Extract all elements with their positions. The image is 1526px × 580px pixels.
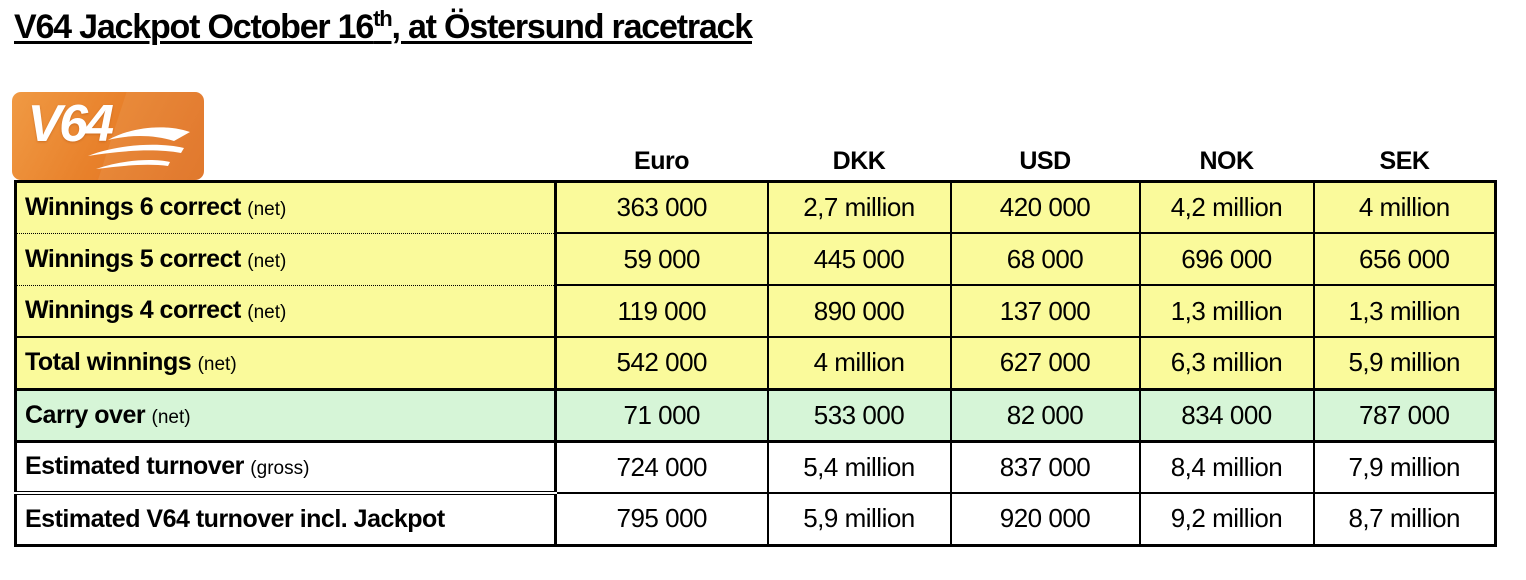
value-cell: 834 000 — [1138, 387, 1314, 441]
row-label-text: Winnings 5 correct — [25, 244, 241, 273]
value-cell: 5,9 million — [1312, 336, 1497, 389]
table-row: Winnings 4 correct (net) 119 000 890 000 13… — [14, 284, 1497, 337]
value-cell: 724 000 — [554, 439, 768, 493]
value-cell: 7,9 million — [1312, 439, 1497, 493]
row-label-note: (net) — [247, 302, 287, 324]
value-cell: 1,3 million — [1312, 284, 1497, 337]
page-title-superscript: th — [373, 6, 393, 31]
table-row: Winnings 5 correct (net) 59 000 445 000 68 … — [14, 232, 1497, 285]
row-label-note: (gross) — [250, 458, 310, 480]
value-cell: 82 000 — [949, 387, 1140, 441]
value-cell: 4,2 million — [1138, 181, 1314, 233]
jackpot-table-section: V64 Euro DKK USD NOK SEK Winnings 6 correct … — [11, 89, 1526, 547]
v64-logo: V64 — [11, 91, 204, 180]
value-cell: 68 000 — [949, 232, 1140, 285]
value-cell: 4 million — [1312, 181, 1497, 233]
value-cell: 9,2 million — [1138, 492, 1314, 547]
table-row: Total winnings (net) 542 000 4 million 627 … — [14, 336, 1497, 389]
row-label-text: Estimated turnover — [25, 452, 244, 481]
value-cell: 420 000 — [949, 181, 1140, 233]
value-cell: 5,9 million — [766, 492, 951, 547]
row-label: Winnings 6 correct (net) — [14, 181, 557, 233]
column-header-nok: NOK — [1139, 89, 1314, 183]
row-label: Estimated V64 turnover incl. Jackpot — [14, 491, 557, 547]
value-cell: 137 000 — [949, 284, 1140, 337]
row-label-text: Total winnings — [25, 348, 192, 377]
row-label-text: Carry over — [25, 400, 146, 429]
row-label-note: (net) — [247, 250, 287, 272]
logo-cell: V64 — [11, 89, 556, 183]
value-cell: 627 000 — [949, 336, 1140, 389]
value-cell: 787 000 — [1312, 387, 1497, 441]
value-cell: 119 000 — [554, 284, 768, 337]
table-row: Estimated turnover (gross) 724 000 5,4 mil… — [14, 439, 1497, 493]
row-label-note: (net) — [197, 354, 237, 376]
value-cell: 71 000 — [554, 387, 768, 441]
page-title-suffix: , at Östersund racetrack — [391, 8, 753, 46]
row-label-text: Winnings 6 correct — [25, 193, 241, 221]
row-label: Winnings 4 correct (net) — [14, 284, 557, 337]
row-label-text: Winnings 4 correct — [25, 296, 241, 325]
value-cell: 445 000 — [766, 232, 951, 285]
column-header-euro: Euro — [555, 89, 768, 183]
value-cell: 656 000 — [1312, 232, 1497, 285]
row-label-note: (net) — [151, 406, 191, 428]
row-label: Carry over (net) — [14, 387, 557, 441]
table-row: Winnings 6 correct (net) 363 000 2,7 milli… — [14, 181, 1497, 233]
value-cell: 542 000 — [554, 336, 768, 389]
value-cell: 890 000 — [766, 284, 951, 337]
page-title-prefix: V64 Jackpot October 16 — [14, 8, 374, 46]
value-cell: 8,7 million — [1312, 492, 1497, 547]
table-row: Estimated V64 turnover incl. Jackpot 795 … — [14, 491, 1497, 547]
value-cell: 696 000 — [1138, 232, 1314, 285]
value-cell: 2,7 million — [766, 181, 951, 233]
header-row: V64 Euro DKK USD NOK SEK — [11, 89, 1496, 183]
jackpot-table: V64 Euro DKK USD NOK SEK Winnings 6 correct … — [11, 89, 1497, 547]
horse-swoosh-icon — [87, 126, 190, 169]
value-cell: 5,4 million — [766, 439, 951, 493]
value-cell: 533 000 — [766, 387, 951, 441]
value-cell: 6,3 million — [1138, 336, 1314, 389]
table-row: Carry over (net) 71 000 533 000 82 000 834 0… — [14, 387, 1497, 441]
value-cell: 837 000 — [949, 439, 1140, 493]
page-title: V64 Jackpot October 16th, at Östersund r… — [14, 6, 1526, 47]
column-header-dkk: DKK — [767, 89, 951, 183]
value-cell: 795 000 — [554, 492, 768, 547]
row-label-text: Estimated V64 turnover incl. Jackpot — [25, 504, 445, 533]
row-label: Estimated turnover (gross) — [14, 439, 557, 493]
row-label: Winnings 5 correct (net) — [14, 232, 557, 285]
value-cell: 1,3 million — [1138, 284, 1314, 337]
row-label: Total winnings (net) — [14, 336, 557, 389]
value-cell: 59 000 — [554, 232, 768, 285]
row-label-note: (net) — [247, 199, 287, 220]
v64-logo-text: V64 — [27, 94, 115, 153]
table-body: Winnings 6 correct (net) 363 000 2,7 milli… — [14, 181, 1497, 547]
value-cell: 8,4 million — [1138, 439, 1314, 493]
column-header-usd: USD — [950, 89, 1140, 183]
value-cell: 920 000 — [949, 492, 1140, 547]
value-cell: 363 000 — [554, 181, 768, 233]
value-cell: 4 million — [766, 336, 951, 389]
column-header-sek: SEK — [1313, 89, 1496, 183]
